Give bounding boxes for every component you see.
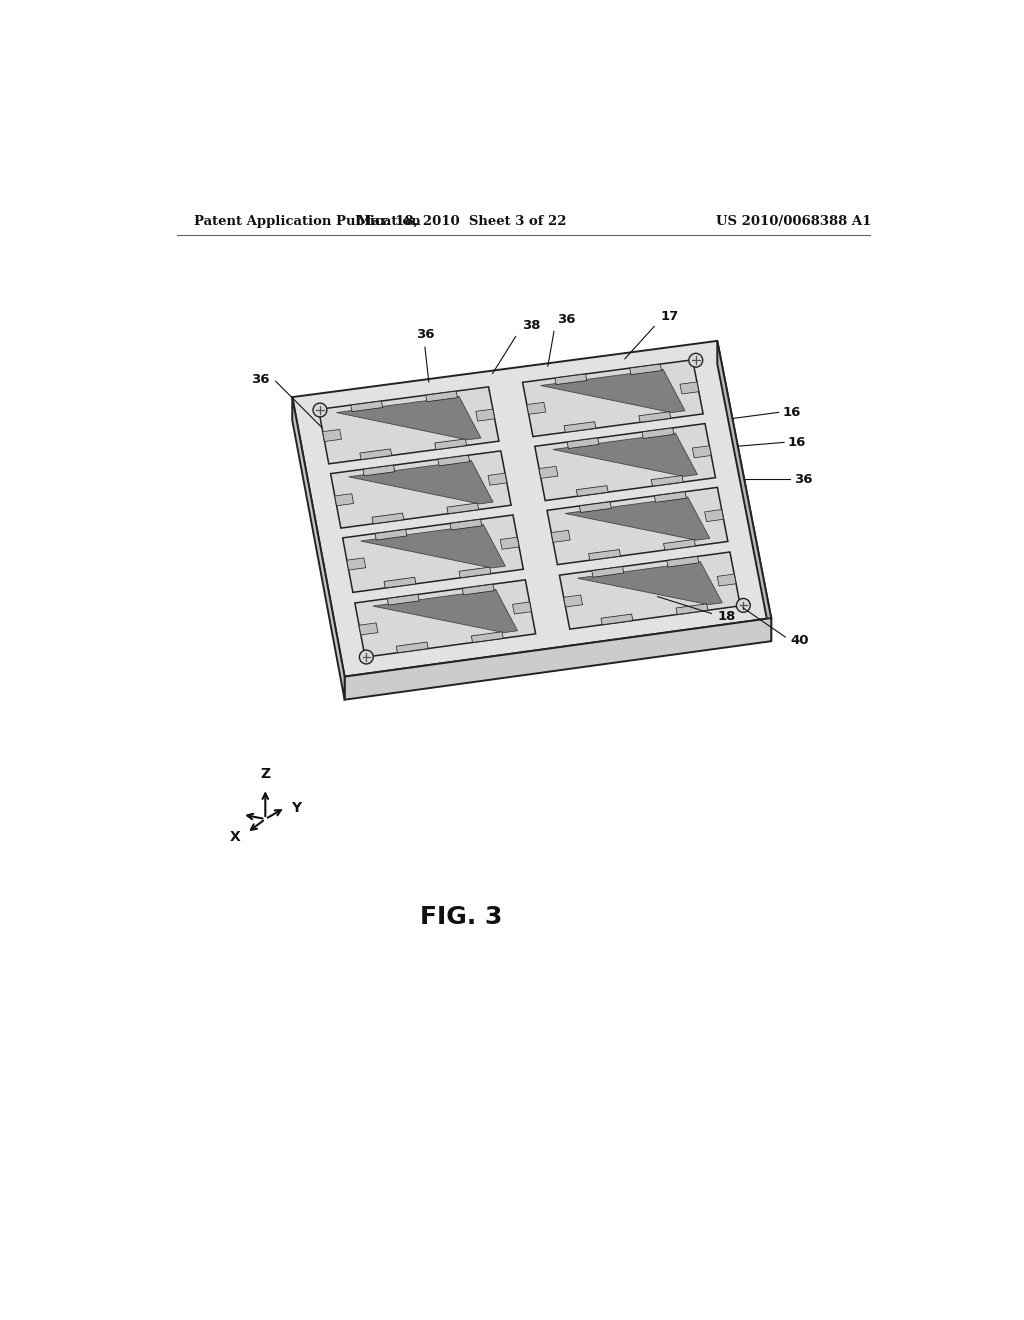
Polygon shape [565,496,710,540]
Polygon shape [539,466,558,478]
Polygon shape [387,594,419,605]
Text: 36: 36 [795,473,813,486]
Polygon shape [471,632,503,643]
Polygon shape [375,529,407,540]
Polygon shape [426,391,458,401]
Polygon shape [692,446,712,458]
Polygon shape [526,403,546,414]
Polygon shape [500,537,519,549]
Text: X: X [230,830,241,843]
Text: 17: 17 [660,310,679,323]
Polygon shape [522,360,703,437]
Polygon shape [642,428,674,438]
Polygon shape [639,412,671,422]
Polygon shape [705,510,724,521]
Polygon shape [348,461,494,504]
Polygon shape [372,513,403,524]
Polygon shape [563,595,583,607]
Polygon shape [476,409,495,421]
Polygon shape [438,455,470,466]
Circle shape [689,354,702,367]
Polygon shape [567,438,599,449]
Polygon shape [359,623,378,635]
Polygon shape [373,590,517,632]
Polygon shape [292,341,771,677]
Polygon shape [513,602,531,614]
Polygon shape [654,492,686,503]
Polygon shape [462,585,495,595]
Polygon shape [555,374,587,384]
Polygon shape [547,487,728,565]
Circle shape [359,649,374,664]
Polygon shape [651,475,683,486]
Polygon shape [335,494,353,506]
Polygon shape [680,381,698,393]
Polygon shape [355,579,536,657]
Text: 16: 16 [782,405,801,418]
Text: 16: 16 [787,436,806,449]
Polygon shape [318,387,499,463]
Polygon shape [664,540,695,550]
Text: Patent Application Publication: Patent Application Publication [194,215,421,228]
Polygon shape [292,397,345,700]
Polygon shape [577,486,608,496]
Polygon shape [717,341,771,642]
Polygon shape [553,433,697,477]
Text: Z: Z [260,767,270,780]
Text: US 2010/0068388 A1: US 2010/0068388 A1 [716,215,871,228]
Polygon shape [384,577,416,587]
Polygon shape [345,618,771,700]
Polygon shape [578,561,722,605]
Polygon shape [589,549,621,560]
Polygon shape [667,557,698,568]
Text: Y: Y [292,800,302,814]
Text: 18: 18 [718,610,736,623]
Polygon shape [396,642,428,653]
Text: 40: 40 [791,634,809,647]
Circle shape [313,403,327,417]
Polygon shape [630,364,662,375]
Polygon shape [488,473,507,486]
Polygon shape [347,558,366,570]
Polygon shape [337,396,481,440]
Polygon shape [717,574,736,586]
Polygon shape [541,370,685,413]
Polygon shape [360,524,505,568]
Polygon shape [323,429,342,441]
Polygon shape [459,568,490,578]
Polygon shape [351,401,383,412]
Text: FIG. 3: FIG. 3 [421,904,503,929]
Polygon shape [559,552,740,630]
Text: Mar. 18, 2010  Sheet 3 of 22: Mar. 18, 2010 Sheet 3 of 22 [357,215,566,228]
Polygon shape [535,424,716,500]
Circle shape [736,598,751,612]
Polygon shape [551,531,570,543]
Polygon shape [435,440,467,450]
Polygon shape [446,503,479,513]
Text: 36: 36 [416,329,434,341]
Text: 38: 38 [522,319,541,331]
Polygon shape [592,566,624,577]
Text: 36: 36 [251,374,269,387]
Polygon shape [450,519,482,529]
Polygon shape [362,465,395,475]
Polygon shape [601,614,633,624]
Polygon shape [564,421,596,432]
Polygon shape [580,502,611,512]
Polygon shape [331,451,511,528]
Polygon shape [359,449,392,459]
Polygon shape [343,515,523,593]
Text: 36: 36 [557,313,575,326]
Polygon shape [676,603,708,614]
